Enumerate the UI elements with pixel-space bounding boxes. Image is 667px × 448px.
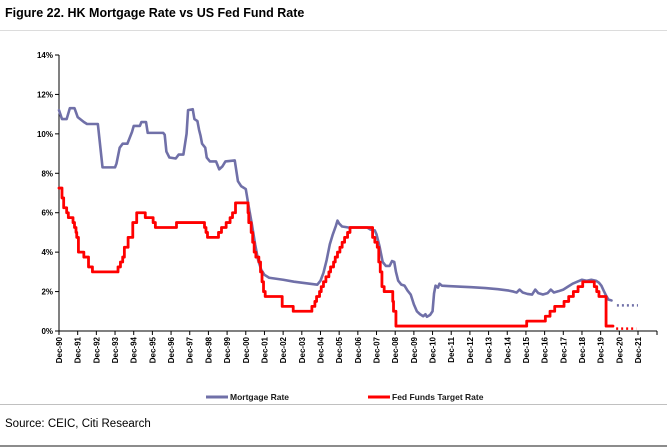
source-divider	[0, 404, 667, 405]
x-tick-label: Dec-15	[522, 336, 531, 363]
x-tick-label: Dec-94	[130, 336, 139, 363]
series-line-fed-funds-target-rate	[57, 186, 615, 328]
x-tick-label: Dec-06	[354, 336, 363, 363]
y-tick-label: 4%	[41, 248, 53, 257]
x-tick-label: Dec-18	[578, 336, 587, 363]
x-tick-label: Dec-08	[391, 336, 400, 363]
x-tick-label: Dec-03	[298, 336, 307, 363]
y-axis: 0% 2% 4% 6% 8% 10% 12% 14%	[37, 51, 60, 336]
x-tick-label: Dec-11	[447, 336, 456, 362]
plot-series	[57, 106, 638, 330]
figure-title: Figure 22. HK Mortgage Rate vs US Fed Fu…	[5, 6, 305, 20]
x-tick-label: Dec-21	[634, 336, 643, 363]
y-tick-label: 2%	[41, 288, 53, 297]
x-tick-label: Dec-91	[74, 336, 83, 363]
x-axis: Dec-90 Dec-91 Dec-92 Dec-93 Dec-94 Dec-95 Dec-…	[55, 330, 658, 363]
y-tick-label: 14%	[37, 51, 53, 60]
y-tick-label: 6%	[41, 209, 53, 218]
legend-label-mortgage-rate: Mortgage Rate	[230, 392, 289, 402]
x-tick-label: Dec-10	[429, 336, 438, 363]
x-tick-label: Dec-98	[204, 336, 213, 363]
x-tick-label: Dec-99	[223, 336, 232, 363]
legend: Mortgage Rate Fed Funds Target Rate	[206, 392, 484, 402]
legend-label-fed-funds-rate: Fed Funds Target Rate	[392, 392, 484, 402]
x-tick-label: Dec-97	[186, 336, 195, 363]
x-tick-label: Dec-14	[503, 336, 512, 363]
y-tick-label: 8%	[41, 169, 53, 178]
chart-svg: 0%2%4%6%8%10%12%14% Dec-90 Dec-91 Dec-92 De…	[37, 51, 658, 402]
x-tick-label: Dec-96	[167, 336, 176, 363]
source-text: Source: CEIC, Citi Research	[5, 418, 151, 430]
x-tick-label: Dec-93	[111, 336, 120, 363]
x-tick-label: Dec-02	[279, 336, 288, 363]
title-divider	[0, 30, 667, 31]
x-tick-label: Dec-13	[485, 336, 494, 363]
x-tick-label: Dec-01	[260, 336, 269, 363]
x-tick-label: Dec-20	[615, 336, 624, 363]
y-tick-label: 10%	[37, 130, 53, 139]
series-line-mortgage-rate	[57, 106, 613, 319]
x-tick-label: Dec-90	[55, 336, 64, 363]
x-tick-label: Dec-00	[242, 336, 251, 363]
x-tick-label: Dec-95	[148, 336, 157, 363]
y-tick-label: 0%	[41, 327, 53, 336]
x-tick-label: Dec-92	[92, 336, 101, 363]
x-tick-label: Dec-07	[373, 336, 382, 363]
x-tick-label: Dec-05	[335, 336, 344, 363]
x-tick-label: Dec-19	[597, 336, 606, 363]
y-tick-label: 12%	[37, 90, 53, 99]
x-tick-label: Dec-04	[316, 336, 325, 363]
figure-bottom-border	[0, 445, 667, 447]
x-tick-label: Dec-16	[541, 336, 550, 363]
x-tick-label: Dec-09	[410, 336, 419, 363]
x-tick-label: Dec-17	[559, 336, 568, 363]
x-tick-label: Dec-12	[466, 336, 475, 363]
